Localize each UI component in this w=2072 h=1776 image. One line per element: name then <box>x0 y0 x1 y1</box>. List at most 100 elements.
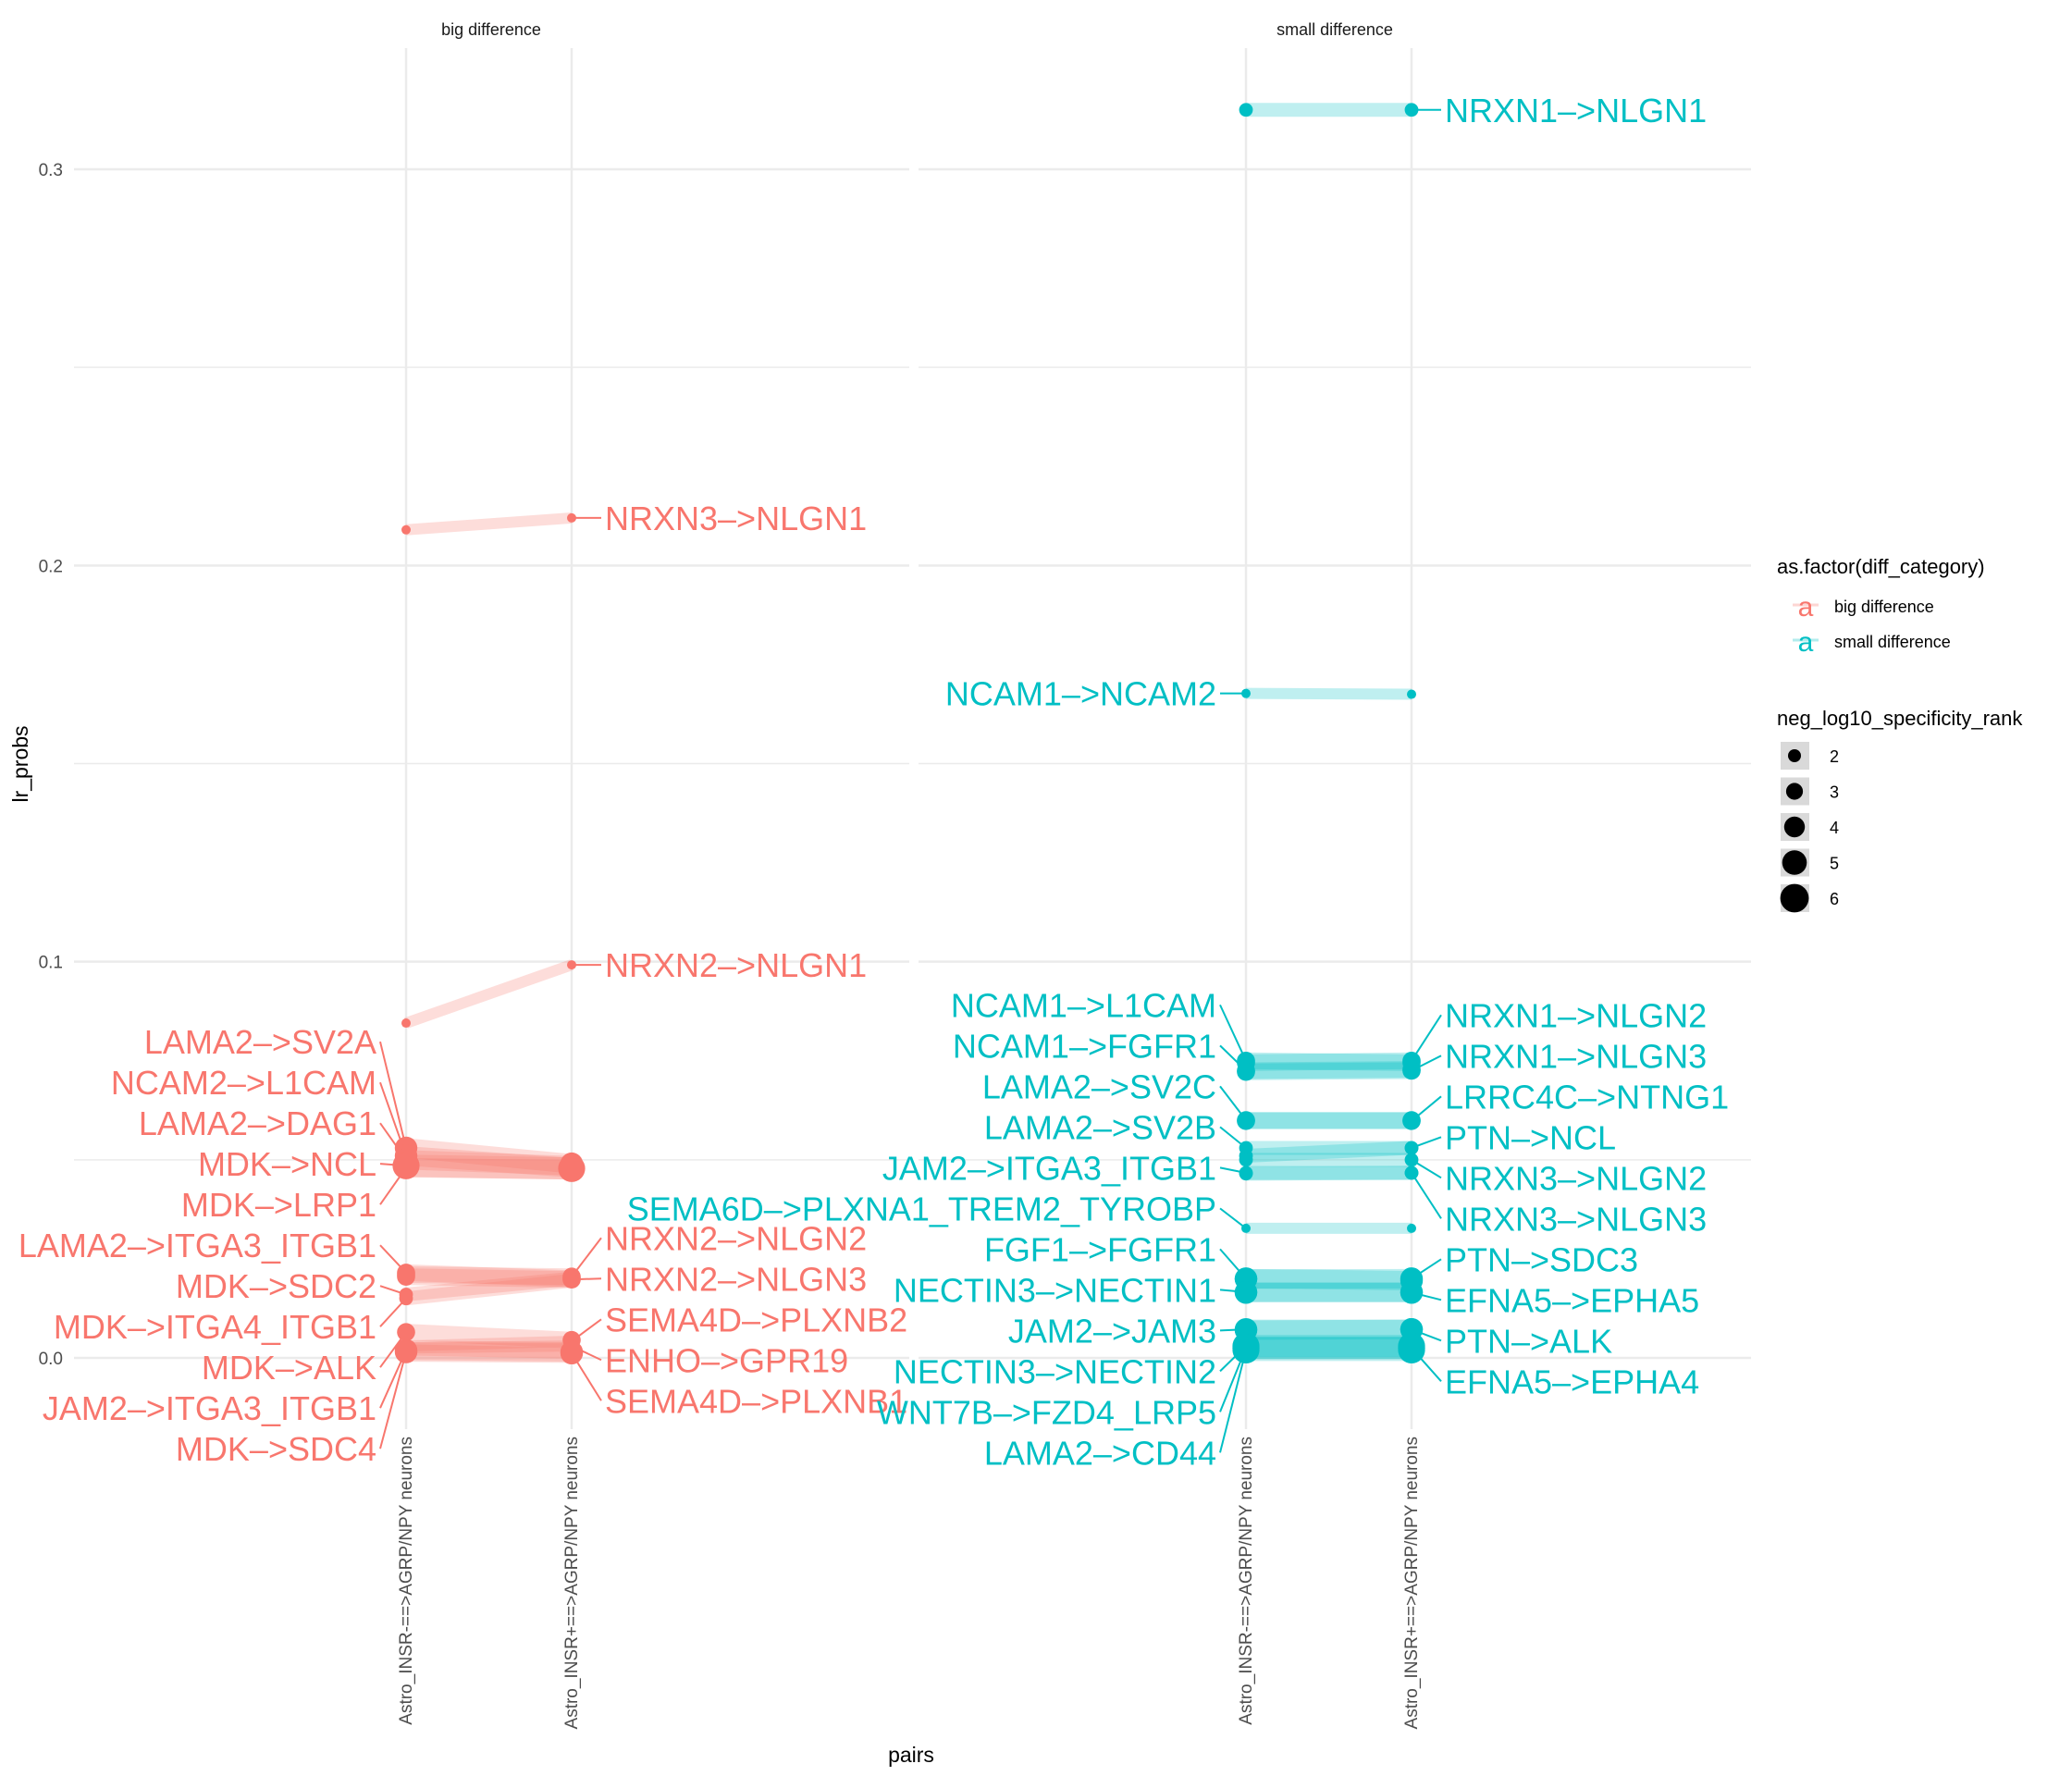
x-tick-label: Astro_INSR-==>AGRP/NPY neurons <box>1237 1437 1256 1725</box>
point-label: NECTIN3–>NECTIN1 <box>894 1271 1216 1309</box>
x-tick-label: Astro_INSR+==>AGRP/NPY neurons <box>562 1437 582 1729</box>
point-label: PTN–>NCL <box>1445 1118 1616 1156</box>
data-point <box>567 512 576 523</box>
connector-segment <box>405 1340 573 1363</box>
connector-segment <box>404 959 574 1029</box>
axis-layer: 0.0 0.1 0.2 0.3 Astro_INSR-==>AGRP/NPY neuro… <box>39 161 1422 1729</box>
point-label: LAMA2–>ITGA3_ITGB1 <box>18 1227 376 1264</box>
connector-segment <box>1245 1052 1412 1071</box>
legend-color-key-glyph: a <box>1798 592 1814 623</box>
leader-layer <box>379 108 1442 1453</box>
point-label: NRXN1–>NLGN1 <box>1445 92 1707 130</box>
segment-layer <box>404 103 1412 1363</box>
data-point <box>401 1018 411 1029</box>
legend-color-label: big difference <box>1834 598 1934 616</box>
point-label: MDK–>SDC4 <box>176 1430 376 1468</box>
point-label: NCAM1–>L1CAM <box>951 986 1216 1024</box>
connector-segment <box>1245 1319 1412 1340</box>
legend-size-key-dot <box>1783 816 1806 838</box>
connector-segment <box>405 1336 573 1352</box>
legend-size-label: 5 <box>1830 855 1839 873</box>
data-point <box>564 1274 579 1288</box>
point-label: SEMA6D–>PLXNA1_TREM2_TYROBP <box>627 1190 1216 1227</box>
data-point <box>1234 1281 1258 1304</box>
connector-segment <box>404 1138 574 1174</box>
point-label: NCAM1–>NCAM2 <box>945 675 1216 713</box>
legend: as.factor(diff_category) a big difference… <box>1777 555 2023 913</box>
connector-segment <box>405 1344 573 1359</box>
x-axis-title: pairs <box>888 1743 934 1767</box>
label-leader <box>1219 1207 1247 1229</box>
point-label: LAMA2–>CD44 <box>984 1434 1216 1472</box>
data-point <box>1398 1336 1425 1364</box>
facet-label-small-difference: small difference <box>1276 20 1393 39</box>
point-label: NRXN3–>NLGN1 <box>605 500 867 537</box>
point-label: PTN–>SDC3 <box>1445 1240 1638 1278</box>
point-label: LAMA2–>DAG1 <box>139 1104 376 1142</box>
legend-size-title: neg_log10_specificity_rank <box>1777 707 2023 730</box>
label-leader <box>379 1351 407 1449</box>
point-label: WNT7B–>FZD4_LRP5 <box>877 1393 1216 1431</box>
point-layer <box>392 103 1425 1365</box>
connector-segment <box>1245 1052 1412 1071</box>
data-point <box>560 1341 584 1365</box>
connector-segment <box>405 1150 573 1176</box>
data-point <box>397 1323 415 1341</box>
data-point <box>394 1156 418 1179</box>
point-label: MDK–>SDC2 <box>176 1267 376 1305</box>
y-axis-title: lr_probs <box>8 725 32 802</box>
connector-segment <box>405 1274 573 1306</box>
connector-segment <box>405 1268 573 1289</box>
data-point <box>1239 1153 1253 1167</box>
connector-segment <box>405 1146 573 1178</box>
data-point <box>1239 1166 1253 1181</box>
legend-size-key-dot <box>1785 783 1804 800</box>
connector-segment <box>405 1157 573 1180</box>
point-label: SEMA4D–>PLXNB1 <box>605 1382 907 1420</box>
data-point <box>1404 103 1419 117</box>
point-label: NRXN3–>NLGN2 <box>1445 1159 1707 1197</box>
point-label: FGF1–>FGFR1 <box>984 1230 1216 1268</box>
connector-segment <box>405 1340 573 1354</box>
legend-size-entries: 2 3 4 5 6 <box>1780 742 1839 913</box>
data-point <box>1404 1166 1419 1180</box>
facet-label-big-difference: big difference <box>441 20 541 39</box>
point-label: NRXN3–>NLGN3 <box>1445 1200 1707 1238</box>
data-point <box>397 1267 415 1286</box>
data-point <box>1404 1153 1419 1167</box>
connector-segment <box>405 512 573 536</box>
point-label: EFNA5–>EPHA5 <box>1445 1281 1699 1319</box>
grid-layer <box>74 48 1751 1429</box>
point-label: MDK–>ITGA4_ITGB1 <box>54 1308 376 1346</box>
point-label: LAMA2–>SV2C <box>982 1067 1216 1105</box>
point-label: NRXN2–>NLGN3 <box>605 1260 867 1298</box>
data-point <box>401 524 411 535</box>
data-point <box>567 960 576 970</box>
point-label: LAMA2–>SV2B <box>984 1108 1216 1146</box>
legend-color-entries: a big difference a small difference <box>1793 592 1951 658</box>
data-point <box>560 1158 584 1181</box>
connector-segment <box>405 1271 573 1301</box>
label-leader <box>1411 1172 1442 1219</box>
connector-segment <box>1245 1062 1412 1080</box>
data-point <box>1239 103 1253 117</box>
point-label: LAMA2–>SV2A <box>144 1023 376 1061</box>
legend-size-label: 2 <box>1830 747 1839 766</box>
point-label: MDK–>NCL <box>198 1145 376 1183</box>
y-tick-label: 0.0 <box>39 1350 63 1369</box>
label-leader <box>379 1041 407 1149</box>
data-point <box>1241 1223 1251 1233</box>
data-point <box>399 1291 413 1306</box>
point-label: NCAM2–>L1CAM <box>111 1064 376 1102</box>
y-tick-label: 0.1 <box>39 954 63 973</box>
legend-size-label: 3 <box>1830 783 1839 802</box>
label-leader <box>1219 1004 1247 1062</box>
point-label: JAM2–>JAM3 <box>1008 1312 1216 1350</box>
label-leader <box>1411 1014 1442 1062</box>
label-leader <box>1219 1350 1247 1453</box>
connector-segment <box>1245 1061 1412 1079</box>
y-tick-label: 0.3 <box>39 161 63 180</box>
point-label: NCAM1–>FGFR1 <box>953 1027 1216 1065</box>
point-label: MDK–>LRP1 <box>181 1186 376 1224</box>
